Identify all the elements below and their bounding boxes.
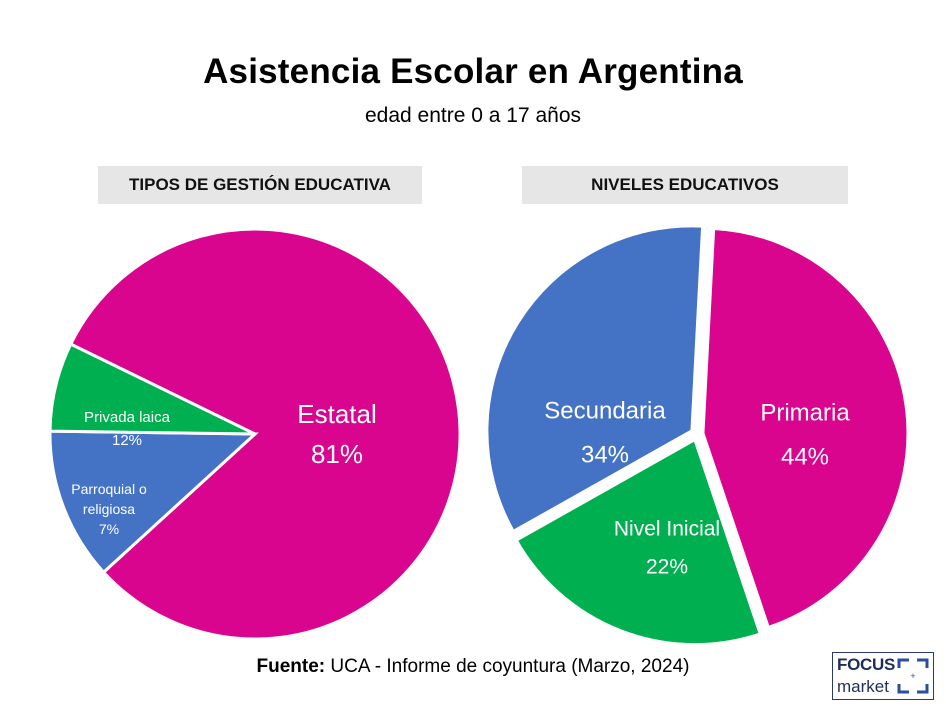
logo-bracket-icon: + xyxy=(897,658,929,694)
source-label: Fuente: xyxy=(256,656,326,677)
chart-title: Asistencia Escolar en Argentina xyxy=(203,52,743,91)
pie-slice-nivel-inicial xyxy=(514,437,763,647)
slice-label-privada-laica: Privada laica xyxy=(84,409,171,426)
slice-label-parroquial-o-religiosa: Parroquial o xyxy=(71,481,147,497)
slice-value-parroquial-o-religiosa: 7% xyxy=(99,521,119,537)
pie-slice-secundaria xyxy=(485,224,705,534)
logo-line2: market xyxy=(837,677,889,696)
section-header-niveles: NIVELES EDUCATIVOS xyxy=(522,166,848,204)
slice-label-secundaria: Secundaria xyxy=(544,397,666,424)
section-header-gestion: TIPOS DE GESTIÓN EDUCATIVA xyxy=(98,166,422,204)
slice-value-nivel-inicial: 22% xyxy=(646,555,688,578)
chart-subtitle: edad entre 0 a 17 años xyxy=(364,104,581,127)
slice-label-parroquial-o-religiosa: religiosa xyxy=(83,501,135,517)
pie-slice-parroquial-o-religiosa xyxy=(48,342,256,436)
svg-text:+: + xyxy=(910,671,915,681)
slice-label-nivel-inicial: Nivel Inicial xyxy=(614,517,720,540)
slice-label-estatal: Estatal xyxy=(297,399,377,429)
source-text: UCA - Informe de coyuntura (Marzo, 2024) xyxy=(330,656,690,677)
focus-market-logo: FOCUS market + xyxy=(832,652,934,700)
pie-slice-privada-laica xyxy=(48,429,259,575)
pie-slice-primaria xyxy=(701,226,910,630)
slice-label-primaria: Primaria xyxy=(760,399,850,426)
slice-value-primaria: 44% xyxy=(781,443,829,470)
slice-value-secundaria: 34% xyxy=(581,441,629,468)
slice-value-privada-laica: 12% xyxy=(112,432,142,449)
logo-line1: FOCUS xyxy=(837,655,896,674)
source-note: Fuente: UCA - Informe de coyuntura (Marz… xyxy=(0,656,946,678)
pie-slice-estatal xyxy=(68,227,462,641)
slice-value-estatal: 81% xyxy=(311,439,363,469)
